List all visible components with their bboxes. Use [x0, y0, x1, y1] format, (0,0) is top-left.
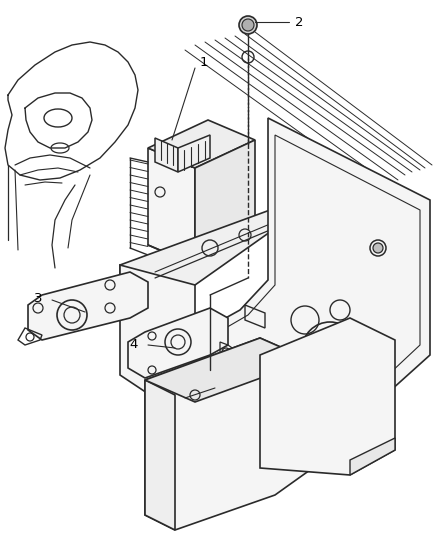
Polygon shape: [148, 120, 255, 168]
Polygon shape: [350, 438, 395, 475]
Circle shape: [373, 243, 383, 253]
Text: 4: 4: [130, 338, 138, 351]
Polygon shape: [178, 135, 210, 172]
Text: 1: 1: [200, 56, 208, 69]
Polygon shape: [28, 272, 148, 340]
Polygon shape: [120, 265, 195, 395]
Text: 3: 3: [33, 292, 42, 304]
Circle shape: [239, 16, 257, 34]
Polygon shape: [148, 148, 195, 265]
Polygon shape: [128, 308, 228, 378]
Polygon shape: [145, 338, 310, 530]
Polygon shape: [120, 210, 350, 288]
Text: 2: 2: [295, 15, 304, 28]
Polygon shape: [155, 138, 178, 172]
Circle shape: [242, 19, 254, 31]
Polygon shape: [260, 318, 395, 475]
Polygon shape: [195, 140, 255, 265]
Polygon shape: [145, 338, 310, 402]
Polygon shape: [145, 380, 175, 530]
Polygon shape: [195, 118, 430, 460]
